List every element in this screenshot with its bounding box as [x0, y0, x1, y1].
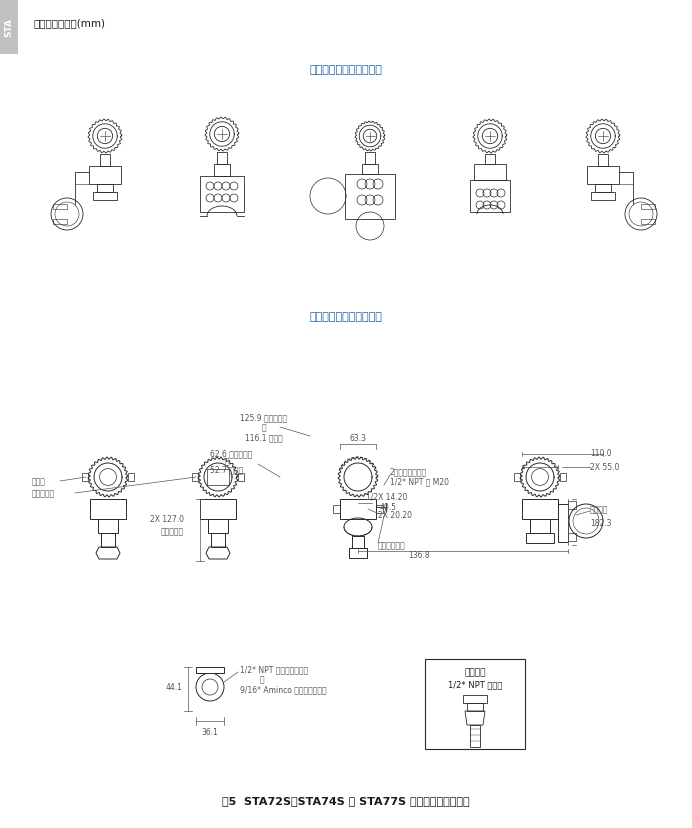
Text: 116.1 无显示: 116.1 无显示 [245, 432, 283, 441]
Text: 36.1: 36.1 [201, 727, 219, 736]
Text: 52.7 无显示: 52.7 无显示 [210, 465, 243, 474]
Bar [211, 533, 225, 547]
Bar [200, 177, 244, 213]
Bar [595, 185, 611, 193]
Text: 或: 或 [225, 456, 230, 465]
Bar [89, 166, 121, 185]
Text: 40.5: 40.5 [380, 503, 397, 512]
Text: 136.8: 136.8 [408, 550, 430, 559]
Text: 或: 或 [260, 675, 264, 684]
Text: 125.9 带可选显示: 125.9 带可选显示 [240, 412, 288, 421]
Text: 63.3: 63.3 [349, 434, 367, 442]
Bar [558, 504, 568, 542]
Bar [352, 537, 364, 548]
Text: 图5  STA72S、STA74S 和 STA77S 的典型基安装尺寸图: 图5 STA72S、STA74S 和 STA77S 的典型基安装尺寸图 [222, 795, 470, 805]
Bar [560, 474, 566, 481]
Text: 2X 127.0: 2X 127.0 [150, 515, 184, 524]
Bar [345, 175, 395, 219]
Bar [514, 474, 520, 481]
Bar [530, 519, 550, 533]
Bar [598, 155, 608, 166]
Bar [425, 659, 525, 749]
Text: STA: STA [5, 17, 14, 36]
Bar [522, 499, 558, 519]
Text: 其他连接: 其他连接 [464, 667, 486, 676]
Bar [349, 548, 367, 558]
Bar [217, 153, 227, 165]
Text: 9/16* Aminco 内螺纹压力连接: 9/16* Aminco 内螺纹压力连接 [240, 685, 327, 694]
Text: 44.1: 44.1 [165, 682, 182, 691]
Bar [196, 667, 224, 673]
Text: 2个电气端口可连: 2个电气端口可连 [390, 467, 427, 476]
Text: 或: 或 [262, 422, 266, 431]
Bar [100, 155, 110, 166]
Bar [340, 499, 376, 519]
Text: 182.3: 182.3 [590, 518, 612, 527]
Bar [641, 205, 655, 209]
Text: 垂距像网架: 垂距像网架 [161, 527, 184, 536]
Bar [98, 519, 118, 533]
Text: 1/2* NPT 内螺纹压力连接: 1/2* NPT 内螺纹压力连接 [240, 665, 308, 674]
Text: 带可选显示: 带可选显示 [32, 489, 55, 498]
Text: 旋转铰紧: 旋转铰紧 [590, 505, 608, 514]
Text: 可选外部接地: 可选外部接地 [378, 541, 406, 550]
Bar [365, 153, 375, 165]
Text: 尺寸图：（在线式设计）: 尺寸图：（在线式设计） [309, 311, 383, 321]
Bar [474, 165, 506, 181]
Text: 2X 20.20: 2X 20.20 [378, 511, 412, 520]
Text: 安装图：（在线式设计）: 安装图：（在线式设计） [309, 65, 383, 75]
Bar [208, 519, 228, 533]
Bar [526, 533, 554, 543]
Bar [0, 0, 18, 55]
Bar [82, 474, 88, 481]
Bar [568, 502, 576, 509]
Bar [207, 469, 229, 485]
Bar [376, 505, 383, 513]
Bar [362, 165, 378, 175]
Bar [470, 725, 480, 747]
Bar [192, 474, 198, 481]
Bar [591, 193, 615, 200]
Bar [214, 165, 230, 177]
Bar [333, 505, 340, 513]
Bar [641, 219, 655, 224]
Text: 110.0: 110.0 [590, 449, 612, 458]
Bar [485, 155, 495, 165]
Bar [97, 185, 113, 193]
Bar [90, 499, 126, 519]
Text: 无显示: 无显示 [32, 477, 46, 486]
Bar [53, 219, 67, 224]
Bar [53, 205, 67, 209]
Text: 1/2X 14.20: 1/2X 14.20 [366, 491, 408, 500]
Bar [200, 499, 236, 519]
Bar [238, 474, 244, 481]
Bar [463, 696, 487, 703]
Text: 62.6 带可选显示: 62.6 带可选显示 [210, 449, 253, 457]
Text: 2X 55.0: 2X 55.0 [590, 463, 619, 472]
Text: 1/2* NPT 或 M20: 1/2* NPT 或 M20 [390, 477, 449, 486]
Text: 1/2* NPT 外螺纹: 1/2* NPT 外螺纹 [448, 679, 502, 688]
Bar [467, 703, 483, 711]
Bar [587, 166, 619, 185]
Bar [128, 474, 134, 481]
Bar [568, 533, 576, 542]
Bar [93, 193, 117, 200]
Bar [101, 533, 115, 547]
Text: 参考尺寸：毫米(mm): 参考尺寸：毫米(mm) [33, 18, 105, 28]
Bar [470, 181, 510, 213]
